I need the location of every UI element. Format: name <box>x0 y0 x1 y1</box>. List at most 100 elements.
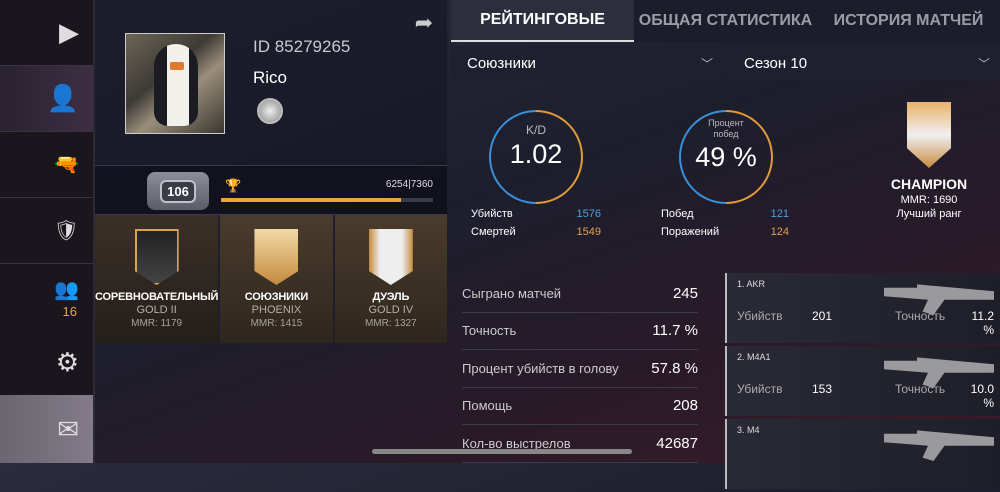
clan-shield-icon: 🛡 <box>53 220 79 242</box>
weapon-accuracy-label: Точность <box>895 309 946 323</box>
friends-icon: 👥 <box>54 279 79 301</box>
rank-mode: ДУЭЛЬ <box>372 291 410 303</box>
kd-value: 1.02 <box>509 139 563 169</box>
stat-row: Сыграно матчей 245 <box>462 275 698 313</box>
phoenix-rank-emblem-icon <box>254 229 299 285</box>
stat-value: 11.7 % <box>652 322 698 340</box>
sidebar-item-weapons[interactable]: 🔫 <box>0 132 93 198</box>
level-bar: 106 🏆 6254|7360 <box>95 165 447 215</box>
rank-card-competitive[interactable]: СОРЕВНОВАТЕЛЬНЫЙ GOLD II MMR: 1179 <box>95 215 218 343</box>
weapon-accuracy: 11.2 % <box>971 309 994 337</box>
share-icon[interactable]: ➦ <box>414 10 433 35</box>
gold-rank-emblem-icon <box>134 229 179 285</box>
deaths-value: 1549 <box>576 226 601 238</box>
stat-label: Кол-во выстрелов <box>462 435 571 451</box>
winrate-label: Процент побед <box>708 118 744 139</box>
mode-dropdown[interactable]: Союзники ﹀ <box>451 46 723 80</box>
chevron-down-icon: ﹀ <box>700 56 713 71</box>
gear-icon: ⚙ <box>55 346 79 377</box>
weapon-name: 2. M4A1 <box>737 352 771 362</box>
stats-panel: РЕЙТИНГОВЫЕ ОБЩАЯ СТАТИСТИКА ИСТОРИЯ МАТ… <box>451 0 1000 260</box>
sidebar: ▶ 👤 🔫 🛡 👥 16 ⚙ ✉ <box>0 0 95 463</box>
champion-emblem-icon <box>907 102 951 168</box>
stat-label: Сыграно матчей <box>462 285 562 301</box>
profile-icon: 👤 <box>46 83 79 113</box>
tab-general-stats[interactable]: ОБЩАЯ СТАТИСТИКА <box>638 12 813 29</box>
stat-value: 57.8 % <box>651 359 698 377</box>
rank-mode: СОЮЗНИКИ <box>244 291 309 303</box>
rank-mmr: MMR: 1327 <box>364 318 417 329</box>
weapon-kills-label: Убийств <box>737 309 783 323</box>
sidebar-item-profile[interactable]: 👤 <box>0 66 93 132</box>
rank-mmr: MMR: 1415 <box>250 318 303 329</box>
stats-list: Сыграно матчей 245 Точность 11.7 % Процент… <box>462 275 698 463</box>
home-indicator[interactable] <box>372 449 632 454</box>
stat-label: Точность <box>462 323 517 339</box>
xp-progress <box>221 198 433 202</box>
tab-match-history[interactable]: ИСТОРИЯ МАТЧЕЙ <box>833 12 984 29</box>
rank-tier: GOLD IV <box>368 304 414 316</box>
xp-text: 6254|7360 <box>385 179 433 190</box>
best-rank-name: CHAMPION <box>890 176 968 192</box>
tab-ranked[interactable]: РЕЙТИНГОВЫЕ <box>451 0 634 42</box>
player-id: ID 85279265 <box>253 37 351 56</box>
kills-label: Убийств <box>471 208 513 220</box>
level-badge: 106 <box>147 172 209 210</box>
stat-row: Помощь 208 <box>462 388 698 425</box>
sidebar-item-clan[interactable]: 🛡 <box>0 198 93 264</box>
gold-rank-emblem-icon <box>368 229 413 285</box>
deaths-label: Смертей <box>471 226 516 238</box>
trophy-icon: 🏆 <box>225 178 242 193</box>
player-name: Rico <box>253 68 288 87</box>
stat-label: Помощь <box>462 398 513 414</box>
sidebar-item-mail[interactable]: ✉ <box>0 395 93 463</box>
best-rank: CHAMPION MMR: 1690 Лучший ранг <box>869 102 989 220</box>
losses-label: Поражений <box>661 226 720 238</box>
kills-value: 1576 <box>576 208 601 220</box>
summary: K/D 1.02 Убийств 1576 Смертей 1549 Процент … <box>451 80 1000 260</box>
rank-mmr: MMR: 1179 <box>131 318 183 329</box>
weapon-kills-label: Убийств <box>737 382 783 396</box>
stat-row: Кол-во выстрелов 42687 <box>462 425 698 463</box>
rifle-icon <box>884 430 994 461</box>
rank-cards: СОРЕВНОВАТЕЛЬНЫЙ GOLD II MMR: 1179 СОЮЗНИК… <box>95 215 447 343</box>
weapon-card[interactable]: 2. M4A1 Убийств 153 Точность 10.0 % <box>725 346 1000 416</box>
sidebar-item-play[interactable]: ▶ <box>0 0 93 66</box>
stat-row: Точность 11.7 % <box>462 313 698 350</box>
stat-row: Процент убийств в голову 57.8 % <box>462 350 698 388</box>
pistol-icon: 🔫 <box>54 154 79 176</box>
season-dropdown[interactable]: Сезон 10 ﹀ <box>728 46 1000 80</box>
profile-panel: ID 85279265 Rico ➦ 106 🏆 6254|7360 СОРЕВ… <box>95 0 447 343</box>
tab-bar: РЕЙТИНГОВЫЕ ОБЩАЯ СТАТИСТИКА ИСТОРИЯ МАТ… <box>451 0 1000 42</box>
best-rank-label: Лучший ранг <box>896 208 962 220</box>
weapon-list: 1. AKR Убийств 201 Точность 11.2 % 2. M4A1 … <box>725 273 1000 492</box>
stat-value: 245 <box>672 284 698 302</box>
profile-header: ID 85279265 Rico ➦ <box>95 0 447 165</box>
level-number: 106 <box>160 179 196 203</box>
sidebar-item-friends[interactable]: 👥 16 <box>0 264 93 329</box>
rank-tier: GOLD II <box>136 304 177 316</box>
medal-icon[interactable] <box>257 98 283 124</box>
weapon-name: 1. AKR <box>737 279 766 289</box>
kd-label: K/D <box>525 123 546 137</box>
sidebar-item-settings[interactable]: ⚙ <box>0 329 93 395</box>
weapon-card[interactable]: 1. AKR Убийств 201 Точность 11.2 % <box>725 273 1000 343</box>
weapon-accuracy-label: Точность <box>895 382 946 396</box>
wins-label: Побед <box>661 208 694 220</box>
friends-count-badge: 16 <box>62 304 77 319</box>
rank-card-duel[interactable]: ДУЭЛЬ GOLD IV MMR: 1327 <box>334 215 447 343</box>
weapon-card[interactable]: 3. M4 <box>725 419 1000 489</box>
losses-value: 124 <box>770 226 789 238</box>
best-rank-mmr: MMR: 1690 <box>900 194 958 206</box>
rank-mode: СОРЕВНОВАТЕЛЬНЫЙ <box>95 291 219 303</box>
play-icon: ▶ <box>59 17 79 47</box>
mode-value: Союзники <box>467 54 536 72</box>
rank-card-allies[interactable]: СОЮЗНИКИ PHOENIX MMR: 1415 <box>220 215 333 343</box>
stat-value: 42687 <box>656 434 698 452</box>
winrate-value: 49 % <box>695 142 757 172</box>
weapon-kills: 153 <box>812 382 833 396</box>
wins-value: 121 <box>770 208 789 220</box>
avatar[interactable] <box>125 33 225 134</box>
rank-tier: PHOENIX <box>251 304 302 316</box>
weapon-name: 3. M4 <box>737 425 760 435</box>
